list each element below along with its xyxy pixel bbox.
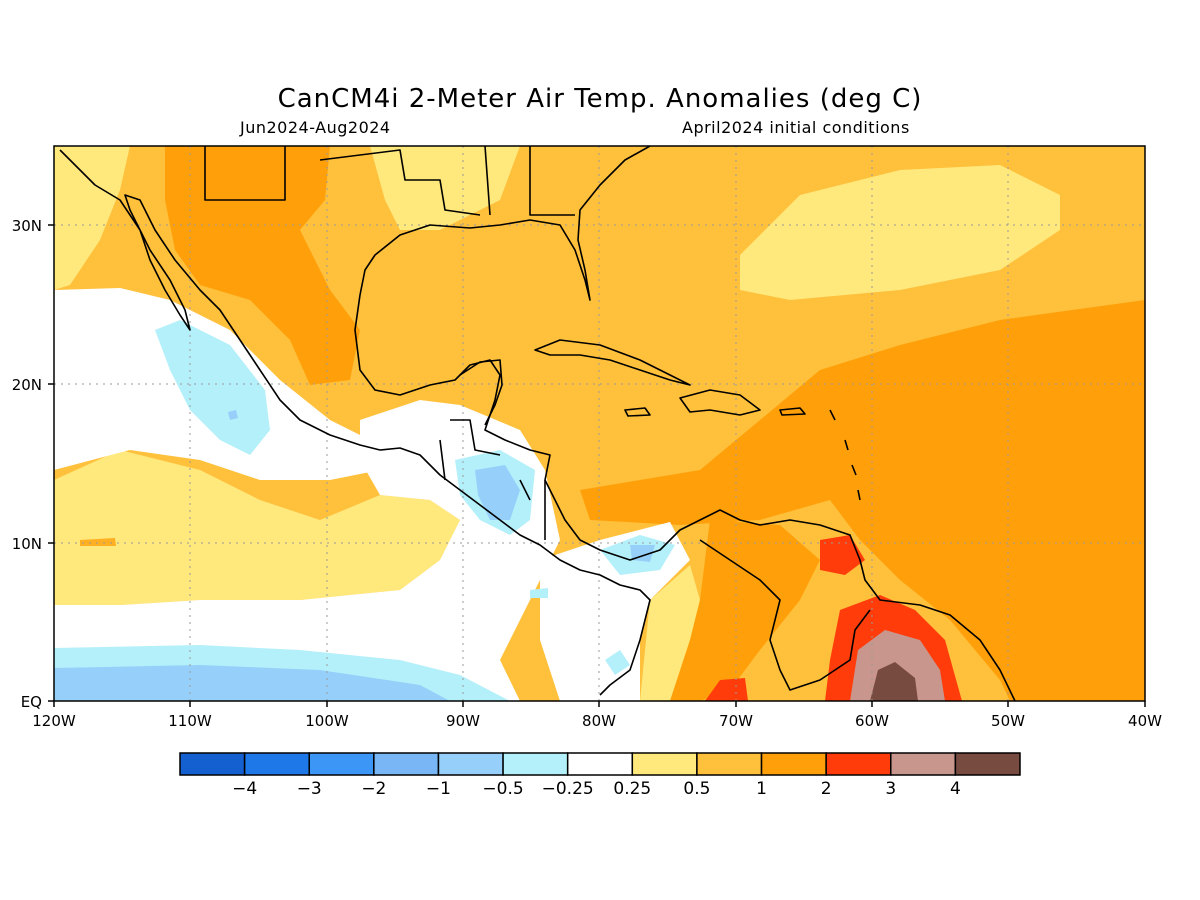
y-tick-label: 10N [12, 535, 42, 553]
map-title: CanCM4i 2-Meter Air Temp. Anomalies (deg… [277, 84, 923, 114]
colorbar-label: 1 [756, 779, 767, 799]
colorbar-label: −0.25 [542, 779, 594, 799]
graticule [54, 146, 1145, 701]
y-tick-label: EQ [21, 693, 42, 711]
colorbar-label: 4 [950, 779, 961, 799]
x-tick-label: 40W [1128, 712, 1162, 730]
axis-ticks [48, 224, 1146, 707]
colorbar-swatch [954, 752, 1021, 776]
colorbar-label: 3 [885, 779, 896, 799]
initial-conditions: April2024 initial conditions [682, 118, 910, 137]
colorbar-label: 2 [821, 779, 832, 799]
x-tick-label: 70W [719, 712, 753, 730]
x-tick-label: 120W [32, 712, 76, 730]
x-axis-labels: 120W 110W 100W 90W 80W 70W 60W 50W 40W [32, 712, 1162, 730]
x-tick-label: 100W [305, 712, 349, 730]
x-tick-label: 50W [991, 712, 1025, 730]
colorbar-label: −0.5 [482, 779, 523, 799]
colorbar-swatch [179, 752, 246, 776]
colorbar-swatch [502, 752, 569, 776]
colorbar-label: 0.5 [683, 779, 710, 799]
y-axis-labels: EQ 10N 20N 30N [12, 217, 42, 711]
colorbar-swatch [373, 752, 440, 776]
forecast-period: Jun2024-Aug2024 [240, 118, 391, 137]
colorbar-swatch [825, 752, 892, 776]
y-tick-label: 30N [12, 217, 42, 235]
x-tick-label: 80W [582, 712, 616, 730]
colorbar-label: −2 [361, 779, 386, 799]
colorbar-swatch [631, 752, 698, 776]
anomaly-field [54, 146, 1145, 701]
colorbar-label: −4 [232, 779, 257, 799]
colorbar-label: 0.25 [613, 779, 651, 799]
colorbar-swatch [890, 752, 957, 776]
colorbar-swatch [760, 752, 827, 776]
colorbar-swatch [696, 752, 763, 776]
x-tick-label: 110W [168, 712, 212, 730]
colorbar-swatch [308, 752, 375, 776]
colorbar-label: −1 [426, 779, 451, 799]
coastlines [59, 146, 1016, 701]
colorbar-swatch [243, 752, 310, 776]
colorbar: −4 −3 −2 −1 −0.5 −0.25 0.25 0.5 1 2 3 4 [179, 752, 1021, 799]
x-tick-label: 90W [446, 712, 480, 730]
colorbar-label: −3 [297, 779, 322, 799]
x-tick-label: 60W [855, 712, 889, 730]
colorbar-swatch [437, 752, 504, 776]
y-tick-label: 20N [12, 376, 42, 394]
colorbar-swatch [566, 752, 634, 776]
